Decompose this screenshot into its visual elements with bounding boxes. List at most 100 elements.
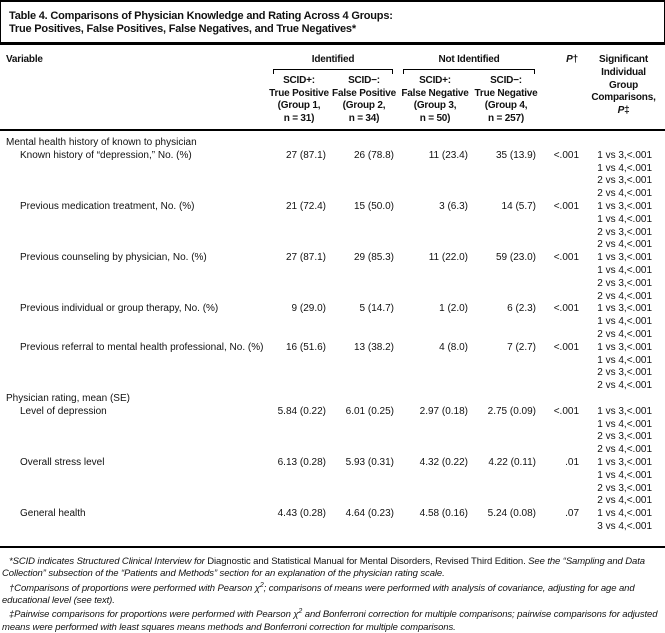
p-value: <.001 <box>553 252 580 264</box>
table-row: Level of depression 5.84 (0.22) 6.01 (0.… <box>0 406 665 457</box>
comparisons-cell: 1 vs 3,<.001 1 vs 4,<.001 2 vs 3,<.001 2… <box>582 406 665 457</box>
p-label: P <box>566 54 573 65</box>
significant-comparisons-header: Significant Individual Group Comparisons… <box>582 45 665 131</box>
comparison-line: 1 vs 3,<.001 <box>597 456 653 468</box>
header-line: True Negative <box>474 87 538 99</box>
table-row: Previous counseling by physician, No. (%… <box>0 252 665 303</box>
section-row: Mental health history of known to physic… <box>0 130 665 150</box>
variable-cell: Overall stress level <box>20 456 105 468</box>
group3-column-header: SCID+: False Negative (Group 3, n = 50) <box>398 74 473 131</box>
group1-value: 6.13 (0.28) <box>277 456 326 468</box>
variable-cell: Known history of “depression,” No. (%) <box>20 149 192 161</box>
comparison-line: 2 vs 4,<.001 <box>597 290 653 302</box>
comparison-line: 1 vs 3,<.001 <box>597 303 653 315</box>
comparison-line: 2 vs 4,<.001 <box>597 188 653 200</box>
header-line: (Group 2, <box>342 100 386 112</box>
comparison-line: 1 vs 4,<.001 <box>597 162 653 174</box>
header-line: (Group 3, <box>413 100 457 112</box>
sig-header-line: Comparisons, <box>591 92 656 104</box>
header-line: False Positive <box>332 87 396 99</box>
group3-value: 11 (22.0) <box>428 252 469 264</box>
table-row: Previous medication treatment, No. (%) 2… <box>0 201 665 252</box>
group4-value: 7 (2.7) <box>507 341 537 353</box>
table-row: General health 4.43 (0.28) 4.64 (0.23) 4… <box>0 508 665 546</box>
group2-value: 13 (38.2) <box>353 341 395 353</box>
group3-value: 4 (8.0) <box>439 341 469 353</box>
comparisons-cell: 1 vs 3,<.001 1 vs 4,<.001 2 vs 3,<.001 2… <box>582 150 665 201</box>
footnote-text: ‡Pairwise comparisons for proportions we… <box>9 609 299 621</box>
p-label: P <box>617 105 625 117</box>
group1-value: 9 (29.0) <box>291 303 326 315</box>
not-identified-spanner: Not Identified <box>438 54 500 65</box>
p-value: <.001 <box>553 200 580 212</box>
not-identified-bracket-cell <box>398 67 540 75</box>
section-label: Mental health history of known to physic… <box>6 136 197 148</box>
group1-value: 16 (51.6) <box>285 341 326 353</box>
comparison-line: 2 vs 4,<.001 <box>597 380 653 392</box>
group1-value: 21 (72.4) <box>285 200 326 212</box>
footnote-scid: *SCID indicates Structured Clinical Inte… <box>2 556 661 580</box>
superscript-2: 2 <box>298 608 303 616</box>
header-line: True Positive <box>269 87 329 99</box>
p-value: <.001 <box>553 405 580 417</box>
group3-value: 2.97 (0.18) <box>419 405 469 417</box>
variable-column-header: Variable <box>0 45 268 131</box>
variable-cell: Previous counseling by physician, No. (%… <box>20 252 207 264</box>
group1-value: 4.43 (0.28) <box>277 508 326 520</box>
group2-value: 5 (14.7) <box>359 303 395 315</box>
table-header: Variable Identified Not Identified P† Si… <box>0 45 665 131</box>
footnote-text: ; comparisons of means were performed wi… <box>2 582 635 606</box>
header-line: False Negative <box>401 87 469 99</box>
identified-spanner: Identified <box>311 54 355 65</box>
p-value: <.001 <box>553 303 580 315</box>
footnote-dagger: †Comparisons of proportions were perform… <box>2 580 661 607</box>
comparison-line: 2 vs 4,<.001 <box>597 495 653 507</box>
header-line: n = 257) <box>488 113 524 125</box>
group1-value: 27 (87.1) <box>285 149 326 161</box>
table-title-line-1: Table 4. Comparisons of Physician Knowle… <box>9 10 393 22</box>
group4-value: 6 (2.3) <box>507 303 537 315</box>
table-row: Overall stress level 6.13 (0.28) 5.93 (0… <box>0 457 665 508</box>
table-body: Mental health history of known to physic… <box>0 130 665 546</box>
comparisons-cell: 1 vs 3,<.001 1 vs 4,<.001 2 vs 3,<.001 2… <box>582 342 665 393</box>
footnote-text: *SCID indicates Structured Clinical Inte… <box>9 555 208 567</box>
comparison-line: 1 vs 3,<.001 <box>597 149 653 161</box>
header-line: (Group 4, <box>484 100 528 112</box>
comparisons-cell: 1 vs 3,<.001 1 vs 4,<.001 2 vs 3,<.001 2… <box>582 457 665 508</box>
sig-header-line: Individual <box>601 66 646 78</box>
header-line: SCID−: <box>348 74 380 86</box>
group4-column-header: SCID−: True Negative (Group 4, n = 257) <box>472 74 541 131</box>
comparison-line: 1 vs 4,<.001 <box>597 213 653 225</box>
identified-bracket-cell <box>268 67 398 75</box>
footnote-text: †Comparisons of proportions were perform… <box>9 582 260 594</box>
table-title-block: Table 4. Comparisons of Physician Knowle… <box>0 0 665 45</box>
header-line: n = 34) <box>348 113 380 125</box>
comparison-line: 1 vs 4,<.001 <box>597 354 653 366</box>
group4-value: 2.75 (0.09) <box>487 405 537 417</box>
variable-cell: Previous referral to mental health profe… <box>20 341 264 353</box>
comparison-line: 1 vs 3,<.001 <box>597 252 653 264</box>
comparison-line: 2 vs 3,<.001 <box>597 277 653 289</box>
table-row: Previous referral to mental health profe… <box>0 342 665 393</box>
group3-value: 3 (6.3) <box>439 200 469 212</box>
superscript-2: 2 <box>259 581 264 589</box>
comparison-line: 1 vs 4,<.001 <box>597 508 653 520</box>
section-row: Physician rating, mean (SE) <box>0 393 665 406</box>
variable-cell: Previous medication treatment, No. (%) <box>20 200 195 212</box>
comparison-line: 2 vs 3,<.001 <box>597 431 653 443</box>
comparisons-cell: 1 vs 4,<.001 3 vs 4,<.001 <box>582 508 665 546</box>
group4-value: 4.22 (0.11) <box>488 456 537 468</box>
header-line: SCID+: <box>419 74 451 86</box>
comparison-line: 2 vs 3,<.001 <box>597 175 653 187</box>
not-identified-bracket <box>403 68 536 74</box>
double-dagger-mark: ‡ <box>624 105 630 117</box>
section-label: Physician rating, mean (SE) <box>6 392 130 404</box>
table-row: Known history of “depression,” No. (%) 2… <box>0 150 665 201</box>
comparison-line: 2 vs 4,<.001 <box>597 239 653 251</box>
group2-column-header: SCID−: False Positive (Group 2, n = 34) <box>330 74 399 131</box>
p-value: .07 <box>565 508 580 520</box>
group4-value: 5.24 (0.08) <box>487 508 537 520</box>
group3-value: 4.32 (0.22) <box>419 456 469 468</box>
identified-bracket <box>273 68 394 74</box>
